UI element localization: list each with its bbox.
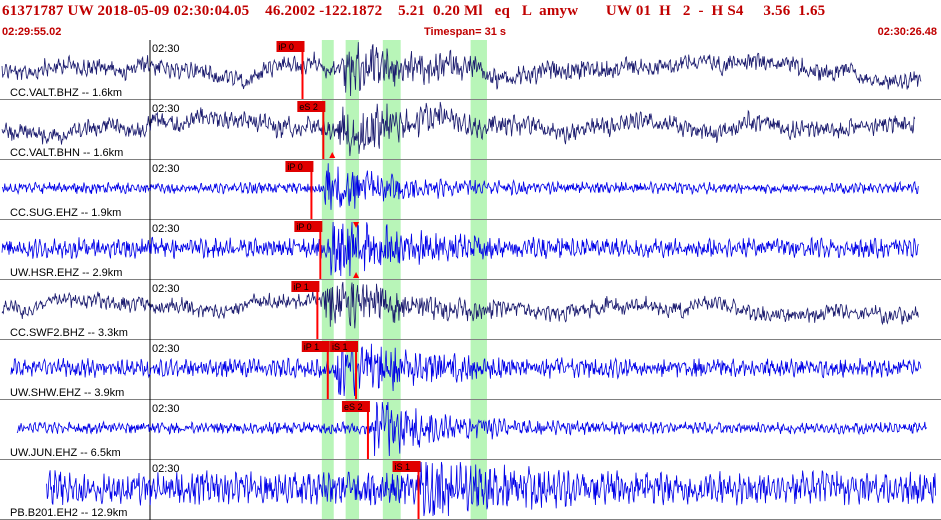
tick-label: 02:30 <box>152 103 180 115</box>
amplitude-marker-triangle <box>329 152 336 158</box>
amplitude-marker-triangle <box>353 222 360 228</box>
phase-pick-label: iP 0 <box>296 222 311 232</box>
tick-label: 02:30 <box>152 283 180 295</box>
tick-label: 02:30 <box>152 163 180 175</box>
trace-panel[interactable]: 02:30 iP 1 iS 1 UW.SHW.EHZ -- 3.9km <box>0 340 941 400</box>
phase-pick-flag[interactable] <box>341 401 370 412</box>
waveform-trace <box>1 281 919 329</box>
phase-pick-flag[interactable] <box>297 101 326 112</box>
station-label: CC.SWF2.BHZ -- 3.3km <box>10 327 128 339</box>
station-label: UW.HSR.EHZ -- 2.9km <box>10 267 122 279</box>
tick-label: 02:30 <box>152 403 180 415</box>
start-time-label: 02:29:55.02 <box>2 26 62 38</box>
tick-label: 02:30 <box>152 43 180 55</box>
station-label: CC.VALT.BHZ -- 1.6km <box>10 87 122 99</box>
end-time-label: 02:30:26.48 <box>877 26 937 38</box>
phase-pick-label: iS 1 <box>395 462 411 472</box>
phase-pick-flag[interactable] <box>301 341 330 352</box>
waveform-trace <box>16 401 928 457</box>
station-label: UW.JUN.EHZ -- 6.5km <box>10 447 121 459</box>
tick-label: 02:30 <box>152 463 180 475</box>
waveform-trace <box>46 461 936 517</box>
event-info-line: 61371787 UW 2018-05-09 02:30:04.05 46.20… <box>2 3 826 19</box>
waveform-trace <box>1 221 919 277</box>
tick-label: 02:30 <box>152 223 180 235</box>
trace-panel[interactable]: 02:30 eS 2 CC.VALT.BHN -- 1.6km <box>0 100 941 160</box>
phase-pick-label: eS 2 <box>344 402 363 412</box>
trace-panel[interactable]: 02:30 iP 0 CC.SUG.EHZ -- 1.9km <box>0 160 941 220</box>
waveform-trace <box>1 101 916 157</box>
station-label: CC.VALT.BHN -- 1.6km <box>10 147 123 159</box>
event-header: 61371787 UW 2018-05-09 02:30:04.05 46.20… <box>0 0 941 40</box>
phase-pick-flag[interactable] <box>294 221 323 232</box>
phase-pick-flag[interactable] <box>285 161 314 172</box>
timespan-label: Timespan= 31 s <box>424 26 507 38</box>
waveform-trace <box>10 341 922 397</box>
station-label: UW.SHW.EHZ -- 3.9km <box>10 387 124 399</box>
amplitude-marker-triangle <box>353 272 360 278</box>
station-label: PB.B201.EH2 -- 12.9km <box>10 507 127 519</box>
trace-panel[interactable]: 02:30 iS 1 PB.B201.EH2 -- 12.9km <box>0 460 941 520</box>
trace-panel[interactable]: 02:30 iP 0 CC.VALT.BHZ -- 1.6km <box>0 40 941 100</box>
phase-pick-flag[interactable] <box>276 41 305 52</box>
phase-pick-label: iP 1 <box>293 282 308 292</box>
station-label: CC.SUG.EHZ -- 1.9km <box>10 207 121 219</box>
phase-pick-label: iP 1 <box>304 342 319 352</box>
trace-panel[interactable]: 02:30 eS 2 UW.JUN.EHZ -- 6.5km <box>0 400 941 460</box>
tick-label: 02:30 <box>152 343 180 355</box>
phase-pick-flag[interactable] <box>330 341 359 352</box>
waveform-trace <box>1 42 922 97</box>
phase-pick-label: iP 0 <box>278 42 293 52</box>
trace-panel[interactable]: 02:30 iP 1 CC.SWF2.BHZ -- 3.3km <box>0 280 941 340</box>
phase-pick-flag[interactable] <box>291 281 320 292</box>
seismogram-panels[interactable]: 02:30 iP 0 CC.VALT.BHZ -- 1.6km 02:30 eS 2 CC… <box>0 40 941 520</box>
phase-pick-label: iS 1 <box>332 342 348 352</box>
phase-pick-label: iP 0 <box>287 162 302 172</box>
phase-pick-label: eS 2 <box>299 102 318 112</box>
waveform-trace <box>1 163 919 210</box>
trace-panel[interactable]: 02:30 iP 0 UW.HSR.EHZ -- 2.9km <box>0 220 941 280</box>
phase-pick-flag[interactable] <box>392 461 421 472</box>
